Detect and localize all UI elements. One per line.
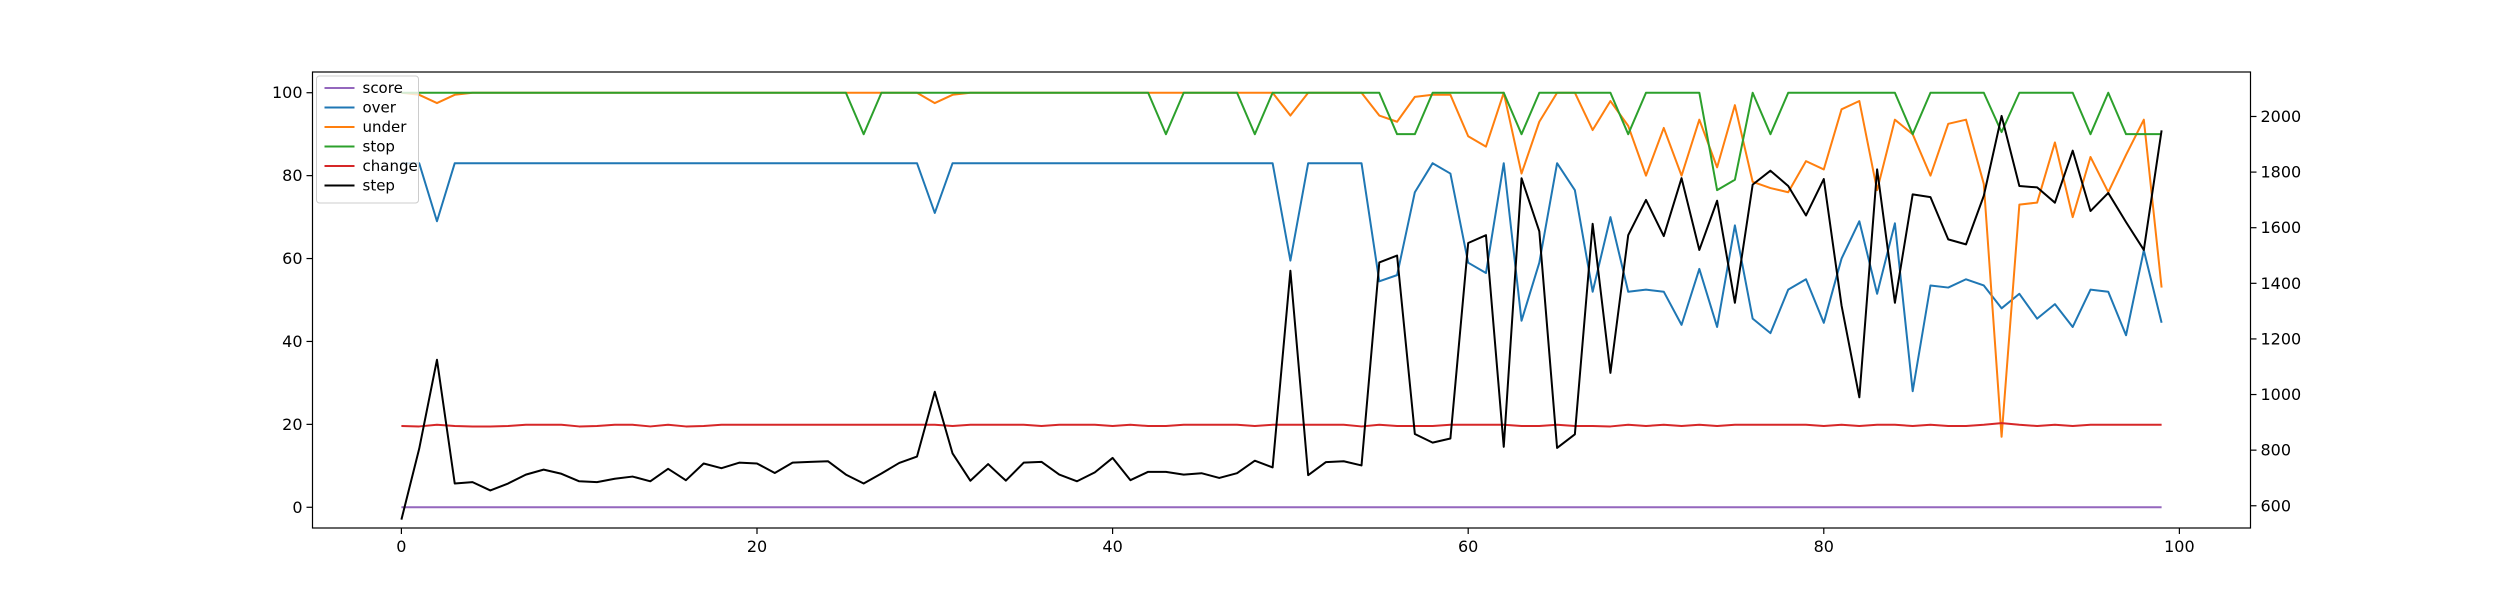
right-y-tick-label: 1200	[2261, 329, 2302, 348]
left-y-tick-label: 20	[282, 415, 302, 434]
left-y-tick-label: 80	[282, 166, 302, 185]
x-tick-label: 20	[747, 537, 767, 556]
right-y-tick-label: 800	[2261, 441, 2292, 460]
left-y-tick-label: 60	[282, 249, 302, 268]
right-y-tick-label: 2000	[2261, 107, 2302, 126]
series-line-over	[401, 162, 2163, 393]
right-y-tick-label: 1400	[2261, 274, 2302, 293]
legend-label-stop: stop	[363, 138, 395, 156]
series-line-step	[400, 114, 2163, 520]
right-y-tick-label: 600	[2261, 496, 2292, 515]
left-y-tick-label: 0	[292, 498, 302, 517]
left-y-tick-label: 100	[272, 83, 303, 102]
right-y-axis: 600 800 1000 1200 1400 1600 1800 2000	[2250, 107, 2302, 515]
legend-label-change: change	[363, 157, 418, 175]
x-tick-label: 0	[396, 537, 406, 556]
series-line-change	[401, 422, 2162, 428]
right-y-tick-label: 1000	[2261, 385, 2302, 404]
right-y-tick-label: 1800	[2261, 163, 2302, 182]
x-axis: 0 20 40 60 80 100	[396, 528, 2195, 556]
x-tick-label: 100	[2164, 537, 2195, 556]
x-tick-label: 80	[1814, 537, 1834, 556]
series-layer	[400, 91, 2163, 520]
series-line-stop	[401, 91, 2162, 192]
legend-label-step: step	[363, 177, 395, 195]
legend-label-score: score	[363, 79, 403, 97]
legend-label-over: over	[363, 99, 397, 117]
x-tick-label: 40	[1102, 537, 1122, 556]
x-tick-label: 60	[1458, 537, 1478, 556]
plot-frame	[311, 71, 2252, 529]
left-y-tick-label: 40	[282, 332, 302, 351]
legend-label-under: under	[363, 118, 408, 136]
left-y-axis: 0 20 40 60 80 100	[272, 83, 313, 517]
right-y-tick-label: 1600	[2261, 218, 2302, 237]
